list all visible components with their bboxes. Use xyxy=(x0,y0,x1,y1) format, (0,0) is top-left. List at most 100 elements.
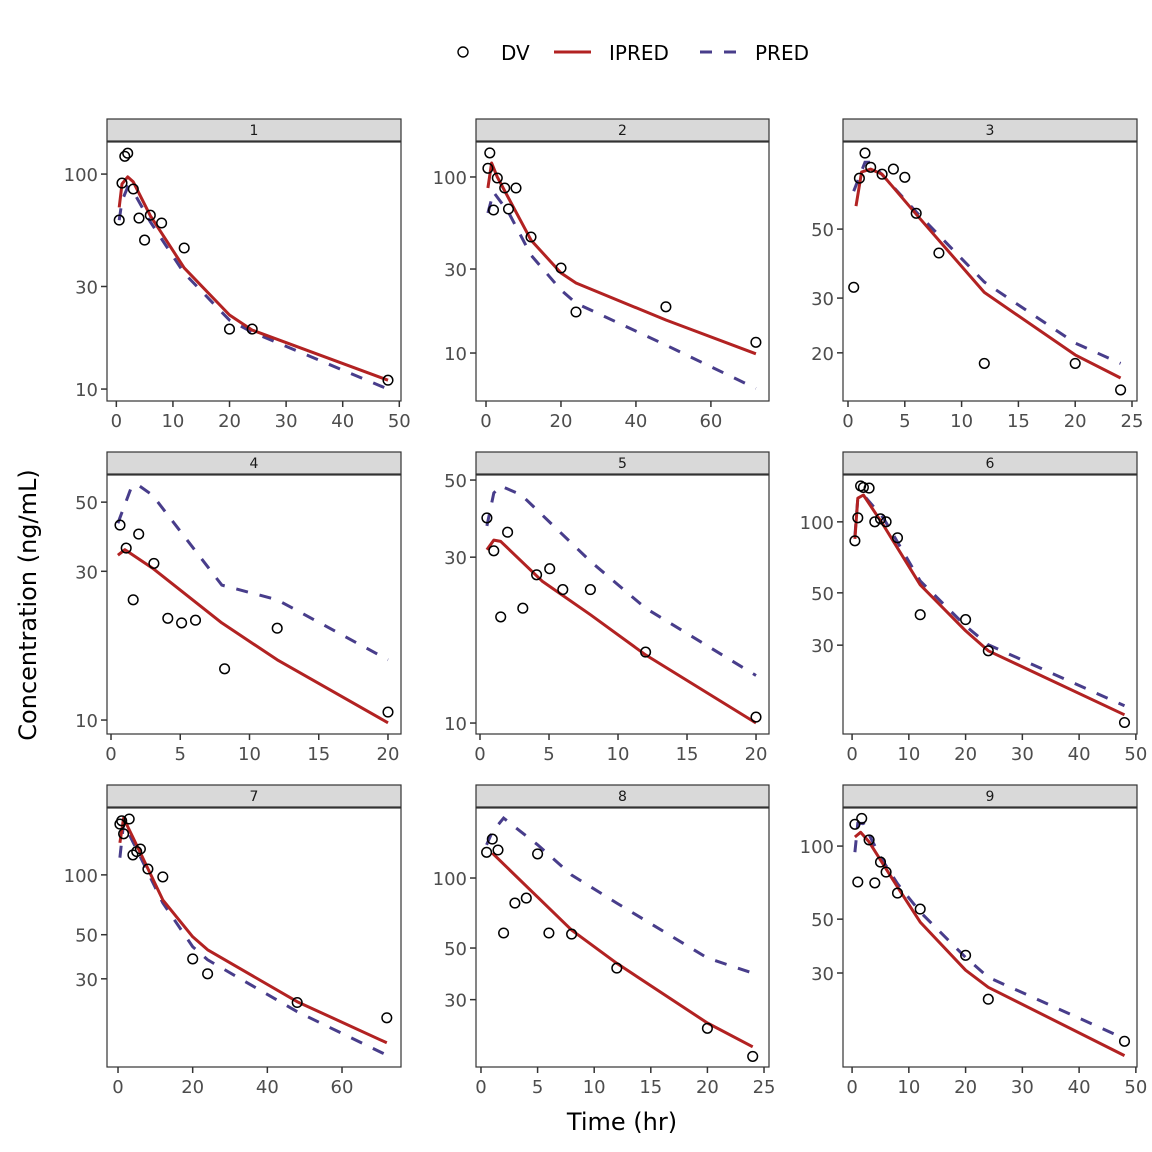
y-tick-label: 50 xyxy=(444,471,467,492)
dv-point xyxy=(246,323,258,335)
y-tick-label: 20 xyxy=(811,344,834,365)
y-tick-label: 50 xyxy=(444,939,467,960)
y-tick-label: 30 xyxy=(444,260,467,281)
dv-point xyxy=(570,306,582,318)
x-tick-label: 15 xyxy=(307,744,330,765)
legend-dv-point-icon xyxy=(457,46,469,58)
dv-point xyxy=(852,876,864,888)
dv-point xyxy=(510,182,522,194)
dv-point xyxy=(162,612,174,624)
dv-point xyxy=(747,1050,759,1062)
dv-point xyxy=(857,481,869,493)
dv-point xyxy=(178,242,190,254)
pred-line-3 xyxy=(852,160,1122,365)
legend-label-dv: DV xyxy=(501,41,530,65)
legend: DV IPRED PRED xyxy=(457,41,809,65)
legend-label-ipred: IPRED xyxy=(609,41,669,65)
dv-point xyxy=(750,711,762,723)
x-tick-label: 40 xyxy=(1068,744,1091,765)
x-tick-label: 40 xyxy=(256,1077,279,1098)
y-tick-label: 30 xyxy=(811,289,834,310)
dv-point xyxy=(852,512,864,524)
x-tick-label: 60 xyxy=(699,411,722,432)
strip-label-8: 8 xyxy=(618,789,627,805)
strip-label-9: 9 xyxy=(986,789,995,805)
dv-point xyxy=(381,1012,393,1024)
legend-label-pred: PRED xyxy=(755,41,809,65)
panel-6: 6 0 10 20 30 40 50 30 50 100 xyxy=(800,451,1147,765)
y-tick-label: 30 xyxy=(444,991,467,1012)
ipred-line-3 xyxy=(854,167,1122,380)
dv-point xyxy=(156,217,168,229)
x-tick-label: 10 xyxy=(161,411,184,432)
ipred-line-1 xyxy=(117,175,389,382)
x-tick-label: 25 xyxy=(1121,411,1144,432)
dv-point xyxy=(1118,716,1131,729)
dv-point xyxy=(910,207,922,219)
pred-line-2 xyxy=(486,188,757,390)
panel-4: 4 0 5 10 15 20 10 30 50 xyxy=(75,451,402,765)
dv-point xyxy=(1069,357,1081,369)
panel-border-5 xyxy=(475,474,770,735)
x-tick-label: 30 xyxy=(1011,744,1034,765)
dv-point xyxy=(133,528,145,540)
dv-point xyxy=(543,927,555,939)
x-tick-label: 20 xyxy=(954,744,977,765)
dv-point xyxy=(133,212,145,224)
ipred-line-2 xyxy=(486,161,757,356)
x-tick-label: 0 xyxy=(112,1077,123,1098)
y-tick-label: 10 xyxy=(75,380,98,401)
y-tick-label: 50 xyxy=(811,910,834,931)
dv-point xyxy=(555,262,567,274)
dv-point xyxy=(531,569,543,581)
ipred-line-7 xyxy=(118,816,388,1045)
strip-6 xyxy=(842,451,1138,475)
dv-point xyxy=(891,532,904,544)
ipred-line-4 xyxy=(116,548,389,725)
x-tick-label: 0 xyxy=(480,411,491,432)
dv-point xyxy=(863,482,875,494)
plot-area-9 xyxy=(843,808,1137,1067)
y-tick-label: 30 xyxy=(811,636,834,657)
x-tick-label: 60 xyxy=(331,1077,354,1098)
x-tick-label: 20 xyxy=(550,411,573,432)
ipred-line-8 xyxy=(491,852,754,1049)
dv-point xyxy=(869,877,881,889)
dv-point xyxy=(492,844,504,856)
dv-point xyxy=(849,535,861,547)
y-tick-label: 50 xyxy=(75,493,98,514)
strip-label-2: 2 xyxy=(618,123,627,139)
dv-point xyxy=(525,231,537,243)
dv-point xyxy=(933,247,945,259)
dv-point xyxy=(557,584,569,596)
dv-point xyxy=(219,663,231,675)
dv-point xyxy=(113,214,125,226)
dv-point xyxy=(127,594,139,606)
x-tick-label: 0 xyxy=(105,744,116,765)
y-tick-label: 100 xyxy=(433,168,467,189)
dv-point xyxy=(874,856,887,868)
x-tick-label: 20 xyxy=(377,744,400,765)
dv-point xyxy=(118,828,130,840)
dv-point xyxy=(849,818,861,830)
plot-area-8 xyxy=(476,808,769,1067)
x-tick-label: 0 xyxy=(475,1077,486,1098)
dv-point xyxy=(640,646,652,658)
y-tick-label: 30 xyxy=(75,562,98,583)
panel-border-6 xyxy=(842,474,1138,735)
x-tick-label: 5 xyxy=(532,1077,543,1098)
x-tick-label: 40 xyxy=(331,411,354,432)
x-tick-label: 25 xyxy=(753,1077,776,1098)
panel-border-1 xyxy=(106,141,402,402)
pred-line-1 xyxy=(117,184,389,391)
x-tick-label: 0 xyxy=(474,744,485,765)
dv-point xyxy=(120,542,132,554)
dv-point xyxy=(978,357,990,369)
y-tick-label: 50 xyxy=(811,584,834,605)
panel-border-9 xyxy=(842,807,1138,1068)
x-tick-label: 0 xyxy=(111,411,122,432)
